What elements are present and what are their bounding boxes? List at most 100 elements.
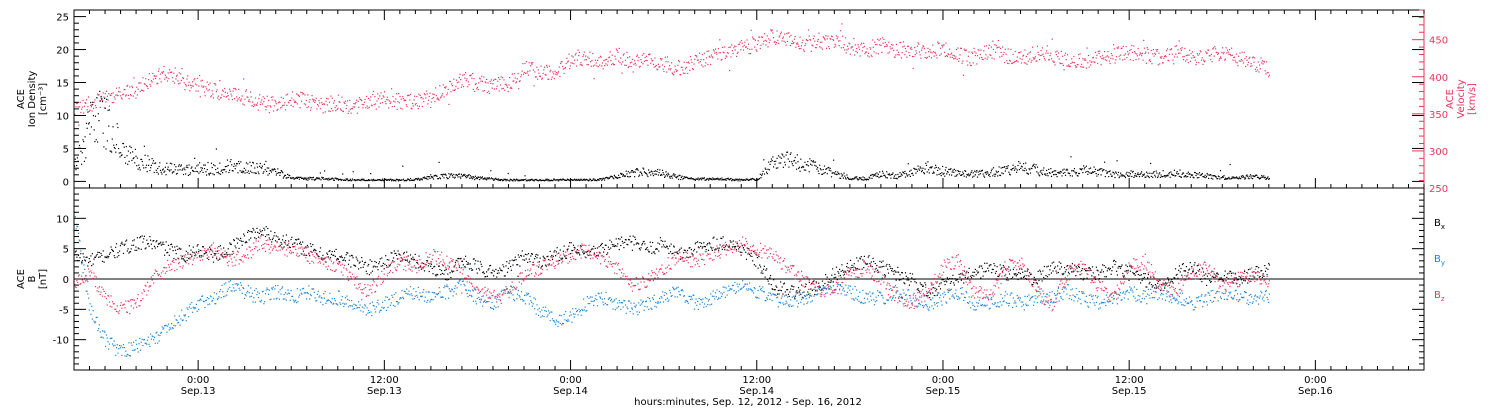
velocity-point xyxy=(497,80,499,82)
velocity-point xyxy=(863,45,865,48)
density-point xyxy=(203,164,205,166)
velocity-point xyxy=(1229,53,1231,55)
velocity-point xyxy=(741,42,743,44)
density-point xyxy=(799,170,801,172)
velocity-point xyxy=(294,100,296,102)
density-point xyxy=(97,141,99,143)
velocity-point xyxy=(598,57,600,59)
velocity-point xyxy=(628,65,630,67)
density-point xyxy=(134,162,136,164)
velocity-point xyxy=(707,63,709,66)
velocity-point xyxy=(809,38,811,41)
velocity-point xyxy=(498,90,500,92)
velocity-point xyxy=(994,44,996,46)
velocity-point xyxy=(861,50,863,52)
bx-point xyxy=(154,247,156,249)
bx-point xyxy=(783,282,786,284)
density-point xyxy=(215,169,217,171)
bx-point xyxy=(1051,262,1053,264)
density-point xyxy=(563,179,565,181)
bx-point xyxy=(736,242,738,245)
density-point xyxy=(881,175,883,177)
density-point xyxy=(637,169,639,171)
velocity-point xyxy=(249,101,251,103)
bx-point xyxy=(1039,269,1041,271)
density-point xyxy=(1066,169,1069,171)
bx-point xyxy=(377,269,379,271)
density-point xyxy=(574,179,576,181)
velocity-point xyxy=(323,103,325,105)
density-point xyxy=(132,158,134,160)
density-point xyxy=(1191,174,1193,177)
density-point xyxy=(1241,176,1243,178)
bx-point xyxy=(356,258,358,260)
bx-point xyxy=(407,255,409,257)
density-point xyxy=(895,177,898,179)
bx-point xyxy=(195,251,197,253)
velocity-point xyxy=(1162,62,1164,64)
bx-point xyxy=(211,249,213,251)
density-point xyxy=(312,176,314,178)
velocity-point xyxy=(583,51,585,53)
velocity-point xyxy=(873,51,875,53)
velocity-point xyxy=(604,59,606,61)
bx-point xyxy=(618,249,620,251)
bx-point xyxy=(695,241,697,244)
bx-point xyxy=(431,267,433,270)
density-point xyxy=(391,179,393,181)
bx-point xyxy=(372,266,374,268)
density-point xyxy=(1147,172,1149,174)
velocity-point xyxy=(936,57,938,59)
velocity-point xyxy=(576,65,578,67)
velocity-point xyxy=(347,112,349,114)
bx-point xyxy=(738,246,741,248)
velocity-point xyxy=(1045,52,1047,54)
density-point xyxy=(920,167,922,169)
velocity-point xyxy=(660,59,662,61)
bx-point xyxy=(1088,267,1090,269)
velocity-point xyxy=(100,97,102,99)
density-point xyxy=(1143,174,1145,176)
velocity-point xyxy=(1247,64,1249,66)
bx-point xyxy=(992,268,994,271)
velocity-point xyxy=(1226,52,1228,54)
velocity-point xyxy=(883,38,885,40)
density-point xyxy=(974,174,976,176)
density-point xyxy=(1148,177,1150,179)
velocity-point xyxy=(136,94,138,96)
velocity-point xyxy=(166,77,168,79)
velocity-point xyxy=(793,42,795,44)
velocity-point xyxy=(832,39,834,41)
bx-point xyxy=(620,244,622,247)
velocity-point xyxy=(1144,52,1146,54)
velocity-point xyxy=(425,90,428,92)
density-point xyxy=(157,173,159,175)
density-point xyxy=(444,173,446,175)
velocity-point xyxy=(864,53,866,55)
density-point xyxy=(1073,170,1075,172)
velocity-point xyxy=(541,77,543,79)
bx-point xyxy=(258,232,260,234)
density-point xyxy=(376,179,378,181)
velocity-point xyxy=(671,72,673,74)
velocity-point xyxy=(685,66,687,68)
bx-point xyxy=(1002,264,1004,267)
density-point xyxy=(507,172,509,175)
bx-point xyxy=(150,239,152,241)
density-point xyxy=(456,174,458,176)
density-point xyxy=(960,174,962,176)
velocity-point xyxy=(597,59,599,61)
density-point xyxy=(1227,177,1229,179)
bx-point xyxy=(1076,267,1078,269)
bx-point xyxy=(351,254,353,256)
velocity-point xyxy=(982,59,984,61)
bx-point xyxy=(866,263,868,265)
density-point xyxy=(419,179,421,181)
density-point xyxy=(121,154,123,156)
bx-point xyxy=(163,243,165,245)
density-point xyxy=(1023,163,1025,165)
density-point xyxy=(915,172,917,174)
density-point xyxy=(379,179,381,181)
velocity-point xyxy=(686,62,688,64)
bx-point xyxy=(576,249,578,251)
